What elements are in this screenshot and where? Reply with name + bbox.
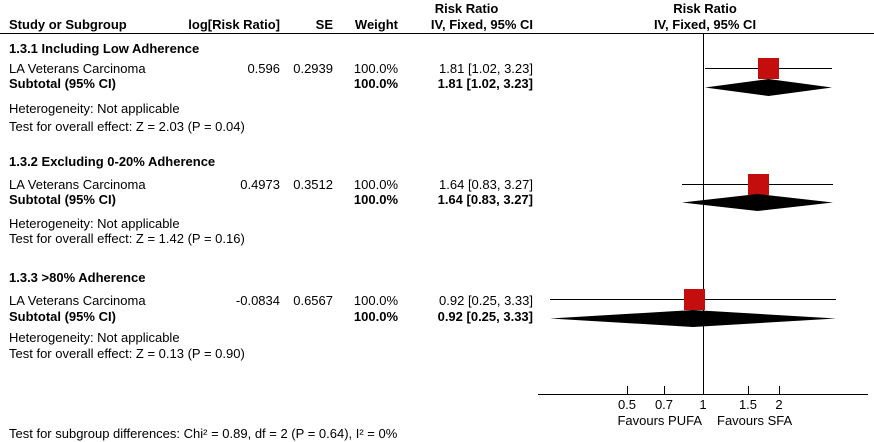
subgroup-heading: 1.3.2 Excluding 0-20% Adherence (0, 154, 874, 169)
subgroup-difference-row: Test for subgroup differences: Chi² = 0.… (0, 426, 874, 441)
plot-header-model: IV, Fixed, 95% CI (653, 17, 757, 32)
plot-effect-header: Risk Ratio (673, 1, 737, 16)
header-underline (0, 33, 874, 34)
heterogeneity-note: Heterogeneity: Not applicable (9, 101, 180, 116)
col-header-estimate: IV, Fixed, 95% CI (430, 17, 533, 32)
study-weight: 100.0% (353, 293, 398, 308)
study-log-rr: 0.596 (247, 61, 280, 76)
study-weight: 100.0% (353, 177, 398, 192)
subgroup-difference-test: Test for subgroup differences: Chi² = 0.… (9, 426, 398, 441)
heterogeneity-row: Heterogeneity: Not applicable (0, 101, 874, 116)
axis-tick (627, 386, 628, 394)
study-weight: 100.0% (353, 61, 398, 76)
axis-tick (703, 386, 704, 394)
overall-effect-test: Test for overall effect: Z = 0.13 (P = 0… (9, 346, 245, 361)
subtotal-weight: 100.0% (353, 76, 398, 91)
subtotal-weight: 100.0% (353, 192, 398, 207)
subtotal-row: Subtotal (95% CI) 100.0% 1.64 [0.83, 3.2… (0, 192, 874, 207)
heterogeneity-row: Heterogeneity: Not applicable (0, 216, 874, 231)
heterogeneity-row: Heterogeneity: Not applicable (0, 330, 874, 345)
subtotal-diamond (682, 194, 833, 211)
subgroup-heading-label: 1.3.3 >80% Adherence (9, 270, 146, 285)
axis-tick (779, 386, 780, 394)
study-log-rr: -0.0834 (235, 293, 280, 308)
column-header-row: Study or Subgroup log[Risk Ratio] SE Wei… (0, 17, 874, 32)
heterogeneity-note: Heterogeneity: Not applicable (9, 330, 180, 345)
study-se: 0.2939 (293, 61, 333, 76)
axis-tick (748, 386, 749, 394)
study-row: LA Veterans Carcinoma 0.596 0.2939 100.0… (0, 61, 874, 76)
col-header-se: SE (315, 17, 333, 32)
tick-label: 0.5 (617, 397, 637, 412)
stats-effect-header: Risk Ratio (434, 1, 499, 16)
subgroup-heading: 1.3.1 Including Low Adherence (0, 41, 874, 56)
study-estimate: 0.92 [0.25, 3.33] (439, 293, 533, 308)
overall-test-row: Test for overall effect: Z = 2.03 (P = 0… (0, 119, 874, 134)
tick-label: 1.5 (738, 397, 758, 412)
overall-test-row: Test for overall effect: Z = 1.42 (P = 0… (0, 231, 874, 246)
favours-left-label: Favours PUFA (617, 413, 702, 428)
col-header-study: Study or Subgroup (9, 17, 127, 32)
favours-right-label: Favours SFA (717, 413, 793, 428)
subtotal-estimate: 1.81 [1.02, 3.23] (437, 76, 533, 91)
heterogeneity-note: Heterogeneity: Not applicable (9, 216, 180, 231)
study-log-rr: 0.4973 (240, 177, 280, 192)
col-header-weight: Weight (354, 17, 398, 32)
study-name: LA Veterans Carcinoma (9, 177, 146, 192)
overall-test-row: Test for overall effect: Z = 0.13 (P = 0… (0, 346, 874, 361)
subtotal-row: Subtotal (95% CI) 100.0% 1.81 [1.02, 3.2… (0, 76, 874, 91)
x-axis (538, 394, 868, 395)
point-estimate (758, 58, 779, 79)
study-name: LA Veterans Carcinoma (9, 61, 146, 76)
subtotal-label: Subtotal (95% CI) (9, 192, 116, 207)
tick-label: 0.7 (654, 397, 674, 412)
point-estimate (684, 289, 705, 310)
subtotal-label: Subtotal (95% CI) (9, 76, 116, 91)
subtotal-diamond (550, 310, 836, 327)
tick-label: 1 (699, 397, 707, 412)
study-se: 0.3512 (293, 177, 333, 192)
col-header-log-rr: log[Risk Ratio] (188, 17, 280, 32)
subgroup-heading-label: 1.3.2 Excluding 0-20% Adherence (9, 154, 216, 169)
subtotal-weight: 100.0% (353, 309, 398, 324)
overall-effect-test: Test for overall effect: Z = 2.03 (P = 0… (9, 119, 245, 134)
null-line (703, 34, 704, 394)
subtotal-row: Subtotal (95% CI) 100.0% 0.92 [0.25, 3.3… (0, 309, 874, 324)
study-row: LA Veterans Carcinoma -0.0834 0.6567 100… (0, 293, 874, 308)
point-estimate (748, 174, 769, 195)
subtotal-estimate: 1.64 [0.83, 3.27] (437, 192, 533, 207)
axis-tick (664, 386, 665, 394)
subgroup-heading: 1.3.3 >80% Adherence (0, 270, 874, 285)
study-name: LA Veterans Carcinoma (9, 293, 146, 308)
study-estimate: 1.81 [1.02, 3.23] (439, 61, 533, 76)
subgroup-heading-label: 1.3.1 Including Low Adherence (9, 41, 200, 56)
study-se: 0.6567 (293, 293, 333, 308)
study-row: LA Veterans Carcinoma 0.4973 0.3512 100.… (0, 177, 874, 192)
subtotal-diamond (705, 79, 832, 96)
subtotal-estimate: 0.92 [0.25, 3.33] (437, 309, 533, 324)
subtotal-label: Subtotal (95% CI) (9, 309, 116, 324)
tick-label: 2 (775, 397, 783, 412)
study-estimate: 1.64 [0.83, 3.27] (439, 177, 533, 192)
overall-effect-test: Test for overall effect: Z = 1.42 (P = 0… (9, 231, 245, 246)
